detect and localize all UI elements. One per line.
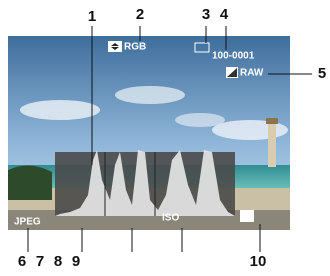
mode-label: RGB	[124, 42, 146, 53]
quality-label: JPEG	[14, 217, 41, 228]
file-number: 100-0001	[212, 51, 255, 62]
iso-label: ISO	[162, 213, 179, 224]
callout-number: 9	[72, 253, 80, 270]
page: RGB 100-0001 RAW JPEG ISO 12345678910 ((…	[0, 0, 330, 271]
callout-number: 7	[36, 253, 44, 270]
callout-number: 2	[136, 6, 144, 23]
callout-number: 8	[54, 253, 62, 270]
diagram: RGB 100-0001 RAW JPEG ISO 1 2 34 5 6789 10	[0, 0, 330, 271]
callout-number: 4	[220, 6, 229, 23]
callout-number: 6	[18, 253, 26, 270]
callout-number: 3	[202, 6, 210, 23]
histogram	[55, 150, 235, 216]
callout-number: 1	[88, 8, 96, 25]
callout-number: 5	[318, 65, 326, 82]
format-label: RAW	[240, 68, 264, 79]
callout-number: 10	[250, 253, 267, 270]
